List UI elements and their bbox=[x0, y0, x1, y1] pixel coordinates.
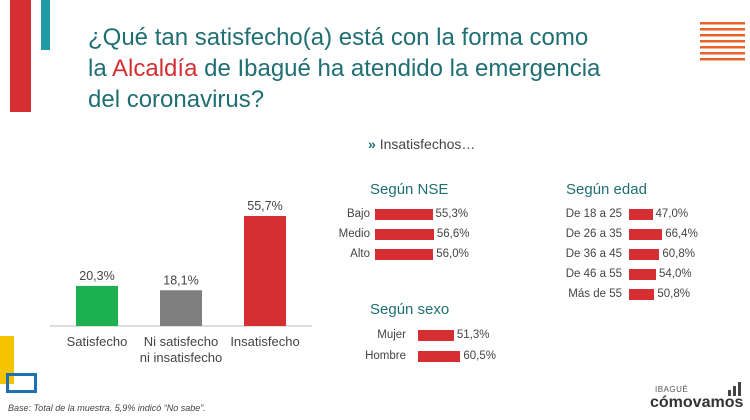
bar-value-label: 51,3% bbox=[456, 329, 490, 341]
bar-category-label: Mujer bbox=[377, 329, 406, 341]
edad-title: Según edad bbox=[566, 181, 647, 198]
bar bbox=[629, 269, 656, 280]
bar-value-label: 50,8% bbox=[657, 288, 690, 300]
bar-value-label: 60,5% bbox=[463, 350, 496, 362]
insatisfechos-heading: » Insatisfechos… bbox=[368, 136, 475, 152]
category-label: Insatisfecho bbox=[230, 334, 299, 349]
bar-row: Alto 56,0% bbox=[328, 247, 548, 267]
bar-value-label: 55,3% bbox=[435, 208, 469, 220]
bar-insatisfecho bbox=[244, 216, 286, 326]
bar-category-label: Más de 55 bbox=[568, 288, 622, 300]
bar-value-label: 56,0% bbox=[436, 248, 469, 260]
bar-value-label: 20,3% bbox=[79, 269, 114, 283]
bar bbox=[629, 209, 653, 220]
bar bbox=[418, 330, 454, 341]
title-line-1: ¿Qué tan satisfecho(a) está con la forma… bbox=[88, 24, 589, 51]
bar-row: Medio 56,6% bbox=[328, 227, 548, 247]
category-label: Satisfecho bbox=[67, 334, 128, 349]
bar-row: Mujer 51,3% bbox=[340, 328, 560, 349]
sexo-bar-chart: Mujer 51,3% Hombre 60,5% bbox=[340, 328, 560, 368]
nse-bar-chart: Bajo 55,3% Medio 56,6% Alto 56,0% bbox=[328, 207, 548, 267]
bar bbox=[375, 229, 434, 240]
teal-stripe bbox=[41, 0, 50, 50]
title-line-2-suffix: de Ibagué ha atendido la emergencia bbox=[197, 55, 601, 82]
page-title: ¿Qué tan satisfecho(a) está con la forma… bbox=[88, 22, 648, 115]
bar-category-label: De 18 a 25 bbox=[565, 208, 622, 220]
bar-category-label: De 26 a 35 bbox=[565, 228, 622, 240]
bar-row: De 26 a 35 66,4% bbox=[553, 227, 743, 247]
bar-satisfecho bbox=[76, 285, 118, 326]
double-chevron-icon: » bbox=[368, 136, 376, 152]
bar-value-label: 56,6% bbox=[436, 228, 470, 240]
category-label: ni insatisfecho bbox=[140, 350, 222, 365]
bar-category-label: De 46 a 55 bbox=[565, 268, 622, 280]
bar-ni-satisfecho-ni-insatisfecho bbox=[160, 290, 202, 326]
bar bbox=[375, 209, 433, 220]
bar-value-label: 66,4% bbox=[665, 228, 698, 240]
bar-row: De 18 a 25 47,0% bbox=[553, 207, 743, 227]
bar-category-label: Hombre bbox=[365, 350, 406, 362]
bar-row: Bajo 55,3% bbox=[328, 207, 548, 227]
insatisfechos-heading-label: Insatisfechos… bbox=[379, 136, 476, 152]
bar-value-label: 60,8% bbox=[662, 248, 695, 260]
title-line-2-prefix: la bbox=[88, 55, 113, 82]
blue-frame bbox=[6, 373, 37, 393]
bar-category-label: Bajo bbox=[346, 208, 370, 220]
bar-row: De 46 a 55 54,0% bbox=[553, 267, 743, 287]
bar bbox=[629, 289, 655, 300]
sexo-title: Según sexo bbox=[370, 301, 450, 318]
bar bbox=[629, 249, 660, 260]
title-line-2: la Alcaldía de Ibagué ha atendido la eme… bbox=[88, 53, 648, 84]
logo-bars-icon bbox=[728, 382, 741, 396]
bar bbox=[629, 229, 663, 240]
bar-row: Hombre 60,5% bbox=[340, 349, 560, 370]
bar-value-label: 55,7% bbox=[247, 199, 282, 213]
bar bbox=[418, 351, 461, 362]
title-accent-alcaldia: Alcaldía bbox=[112, 55, 198, 82]
bar-value-label: 47,0% bbox=[655, 208, 689, 220]
logo-city: IBAGUÉ bbox=[655, 385, 689, 394]
orange-lines-decoration bbox=[700, 22, 745, 61]
bar-category-label: Medio bbox=[338, 228, 370, 240]
logo-text: cómovamos bbox=[650, 394, 744, 411]
bar-row: De 36 a 45 60,8% bbox=[553, 247, 743, 267]
nse-title: Según NSE bbox=[370, 181, 449, 198]
bar-category-label: De 36 a 45 bbox=[565, 248, 622, 260]
bar-category-label: Alto bbox=[350, 248, 370, 260]
footer-note: Base: Total de la muestra. 5,9% indicó “… bbox=[8, 403, 206, 413]
category-label: Ni satisfecho bbox=[144, 334, 218, 349]
bar-value-label: 54,0% bbox=[659, 268, 692, 280]
title-line-3: del coronavirus? bbox=[88, 86, 265, 113]
bar-value-label: 18,1% bbox=[163, 273, 198, 287]
bar-row: Más de 55 50,8% bbox=[553, 287, 743, 307]
yellow-stripe bbox=[0, 336, 14, 384]
bar bbox=[375, 249, 434, 260]
red-stripe bbox=[10, 0, 31, 112]
edad-bar-chart: De 18 a 25 47,0% De 26 a 35 66,4% De 36 a 45… bbox=[553, 207, 743, 307]
